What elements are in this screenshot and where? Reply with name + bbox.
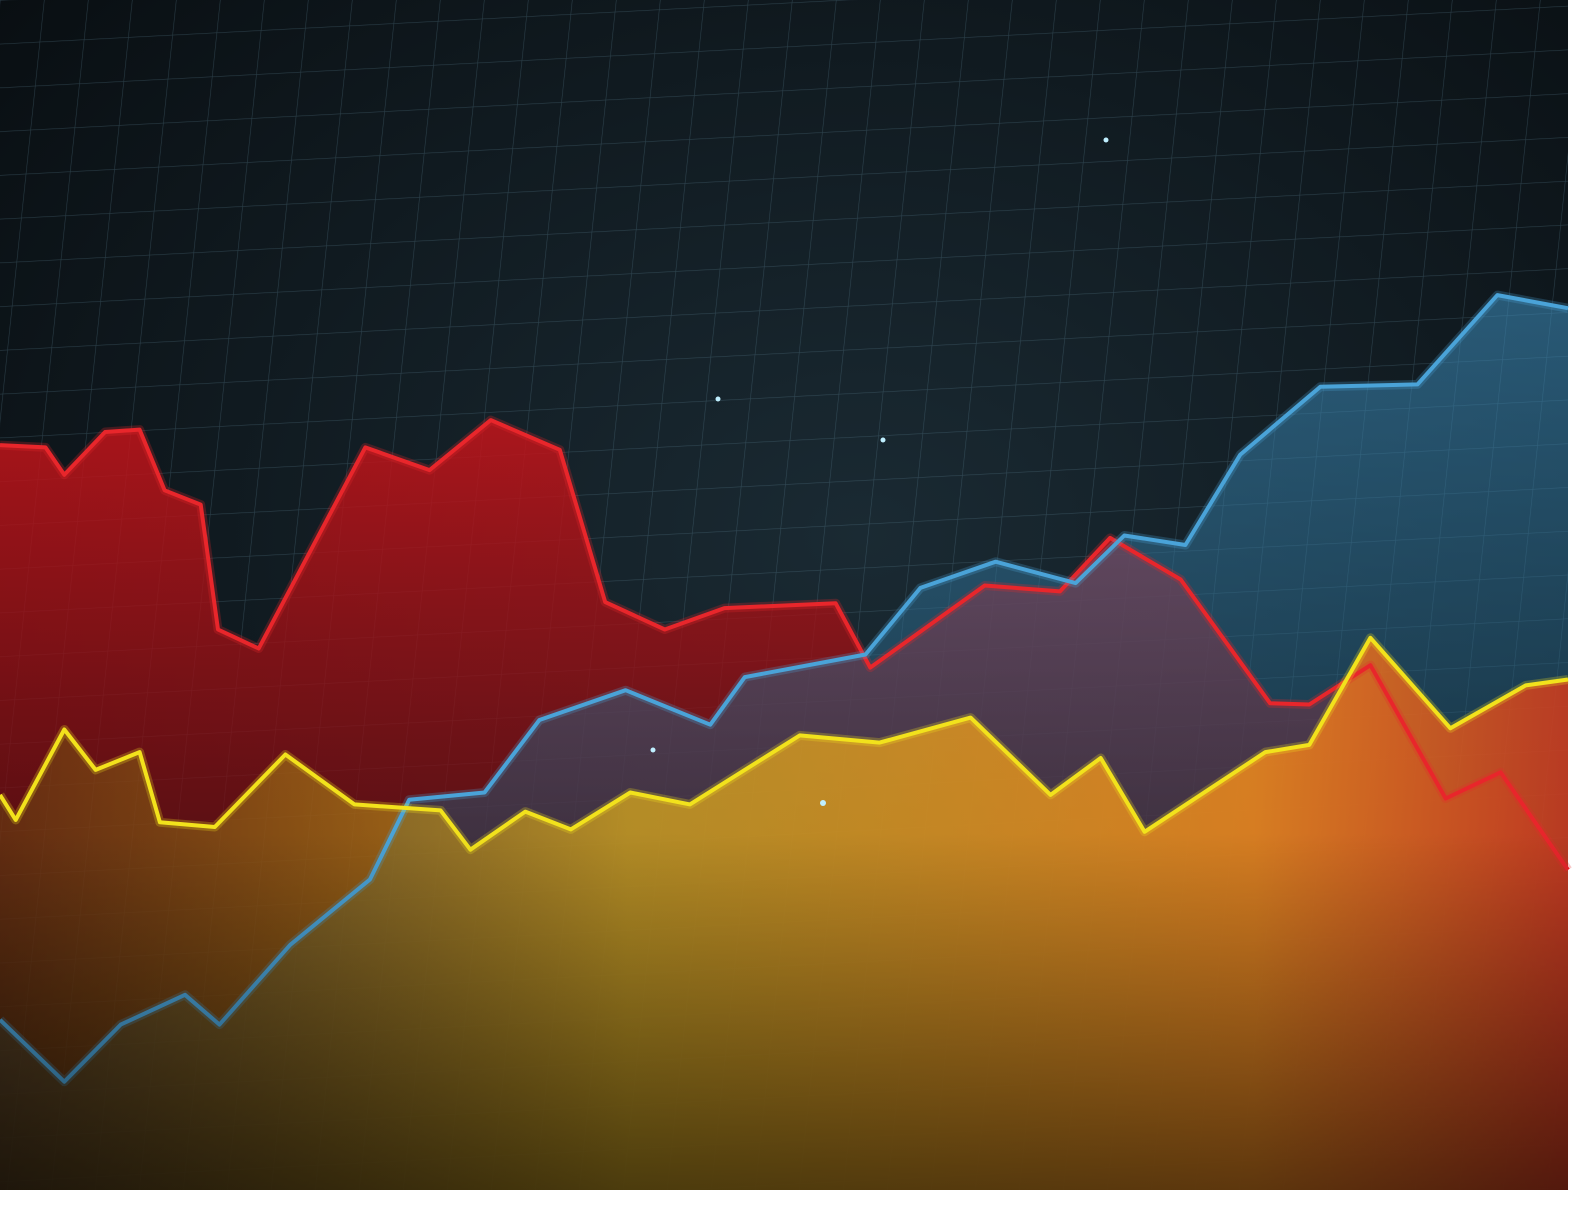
sparkles: [650, 137, 1109, 806]
